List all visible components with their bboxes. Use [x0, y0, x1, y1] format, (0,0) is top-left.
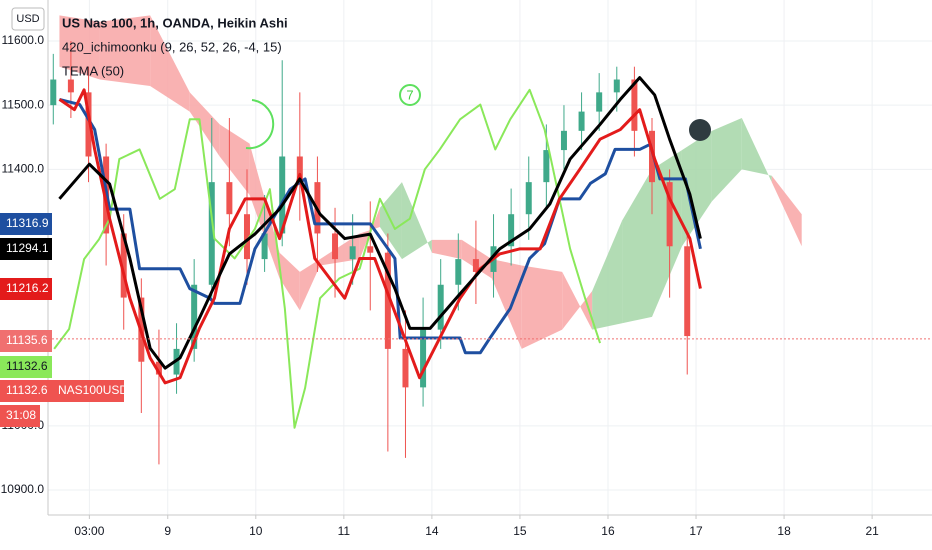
countdown-bg: [0, 405, 40, 427]
symbol-label: NAS100USD: [58, 383, 128, 397]
x-tick-label: 11: [338, 524, 351, 538]
candle-body: [67, 79, 74, 93]
x-tick-label: 21: [865, 524, 879, 538]
candle-body: [261, 233, 268, 260]
price-label: 11294.1: [6, 241, 49, 255]
cloud-segment: [299, 259, 321, 311]
cloud-segment: [99, 15, 151, 86]
candle-body: [508, 214, 515, 247]
y-tick-label: 10900.0: [1, 482, 45, 496]
candle-body: [472, 259, 479, 272]
moon-shape: [245, 99, 275, 150]
candle-body: [155, 361, 162, 375]
price-label: 11316.9: [6, 216, 49, 230]
price-label-bg: [0, 330, 52, 352]
candle-body: [384, 252, 391, 349]
candle-body: [596, 92, 603, 112]
annotation-circle: [399, 84, 421, 106]
candle-body: [243, 214, 250, 260]
x-tick-label: 16: [601, 524, 615, 538]
cloud-segment: [401, 182, 432, 260]
annotation: 7: [406, 87, 413, 102]
cloud-segment: [491, 259, 522, 349]
candle-body: [437, 284, 444, 330]
cloud-segment: [711, 118, 742, 202]
candle-body: [631, 79, 638, 131]
x-tick-label: 18: [777, 524, 791, 538]
candle-body: [332, 233, 339, 260]
candle-body: [420, 329, 427, 388]
x-tick-label: 9: [164, 524, 171, 538]
candle-body: [455, 259, 462, 285]
candle-body: [613, 79, 620, 93]
currency-box: [11, 7, 45, 31]
chart-title: US Nas 100, 1h, OANDA, Heikin Ashi: [62, 15, 288, 30]
cloud-segment: [521, 265, 563, 349]
countdown-label: 31:08: [6, 408, 36, 422]
cloud-segment: [359, 207, 380, 260]
x-tick-label: 15: [513, 524, 527, 538]
cloud-segment: [562, 271, 593, 330]
dot-shape: [689, 119, 711, 141]
x-tick-label: 14: [425, 524, 439, 538]
series-line: [53, 88, 602, 429]
candle-body: [296, 156, 303, 183]
candle-body: [402, 348, 409, 388]
price-label: 11132.6: [6, 359, 48, 373]
candle-body: [666, 182, 673, 247]
candle-body: [649, 130, 656, 183]
cloud-segment: [622, 169, 653, 324]
cloud-segment: [741, 118, 772, 183]
cloud-segment: [189, 92, 220, 157]
symbol-bg: [52, 380, 124, 402]
series-line: [58, 76, 702, 370]
candle-body: [208, 182, 215, 285]
cloud-segment: [59, 15, 100, 80]
cloud-segment: [431, 239, 462, 260]
x-tick-label: 17: [689, 524, 703, 538]
cloud-segment: [150, 15, 190, 112]
price-label: 11135.6: [6, 333, 48, 347]
cloud-segment: [219, 124, 250, 195]
candle-body: [578, 111, 585, 131]
price-label-bg: [0, 356, 52, 378]
candle-body: [279, 156, 286, 234]
x-tick-label: 10: [249, 524, 263, 538]
indicator-label: TEMA (50): [62, 63, 124, 78]
price-label-bg: [0, 238, 52, 260]
plot-area: [48, 15, 932, 465]
candle-body: [226, 182, 233, 215]
price-label-bg: [0, 213, 52, 235]
grid: [48, 0, 932, 515]
currency: USD: [16, 13, 39, 25]
cloud-segment: [771, 175, 802, 247]
candle-body: [349, 246, 356, 260]
candle-body: [191, 284, 198, 349]
price-label: 11132.6: [6, 383, 48, 397]
y-tick-label: 11500.0: [2, 97, 45, 111]
candle-body: [50, 79, 57, 106]
cloud-segment: [279, 252, 300, 311]
axes: 10900.011000.011400.011500.011600.003:00…: [0, 33, 879, 538]
candle-body: [85, 92, 92, 157]
candle-body: [367, 246, 374, 253]
candle-body: [120, 233, 127, 298]
candle-body: [543, 150, 550, 183]
candle-body: [560, 130, 567, 151]
candle-body: [525, 182, 532, 215]
cloud-segment: [592, 220, 623, 330]
x-tick-label: 03:00: [74, 524, 104, 538]
indicator-label: 420_ichimoonku (9, 26, 52, 26, -4, 15): [62, 39, 282, 54]
series-line: [58, 88, 702, 385]
cloud-segment: [681, 130, 712, 247]
price-label-bg: [0, 380, 52, 402]
price-label-bg: [0, 278, 52, 300]
y-tick-label: 11600.0: [2, 33, 45, 47]
price-label: 11216.2: [6, 281, 49, 295]
candle-body: [684, 246, 691, 337]
y-tick-label: 11400.0: [2, 161, 45, 175]
